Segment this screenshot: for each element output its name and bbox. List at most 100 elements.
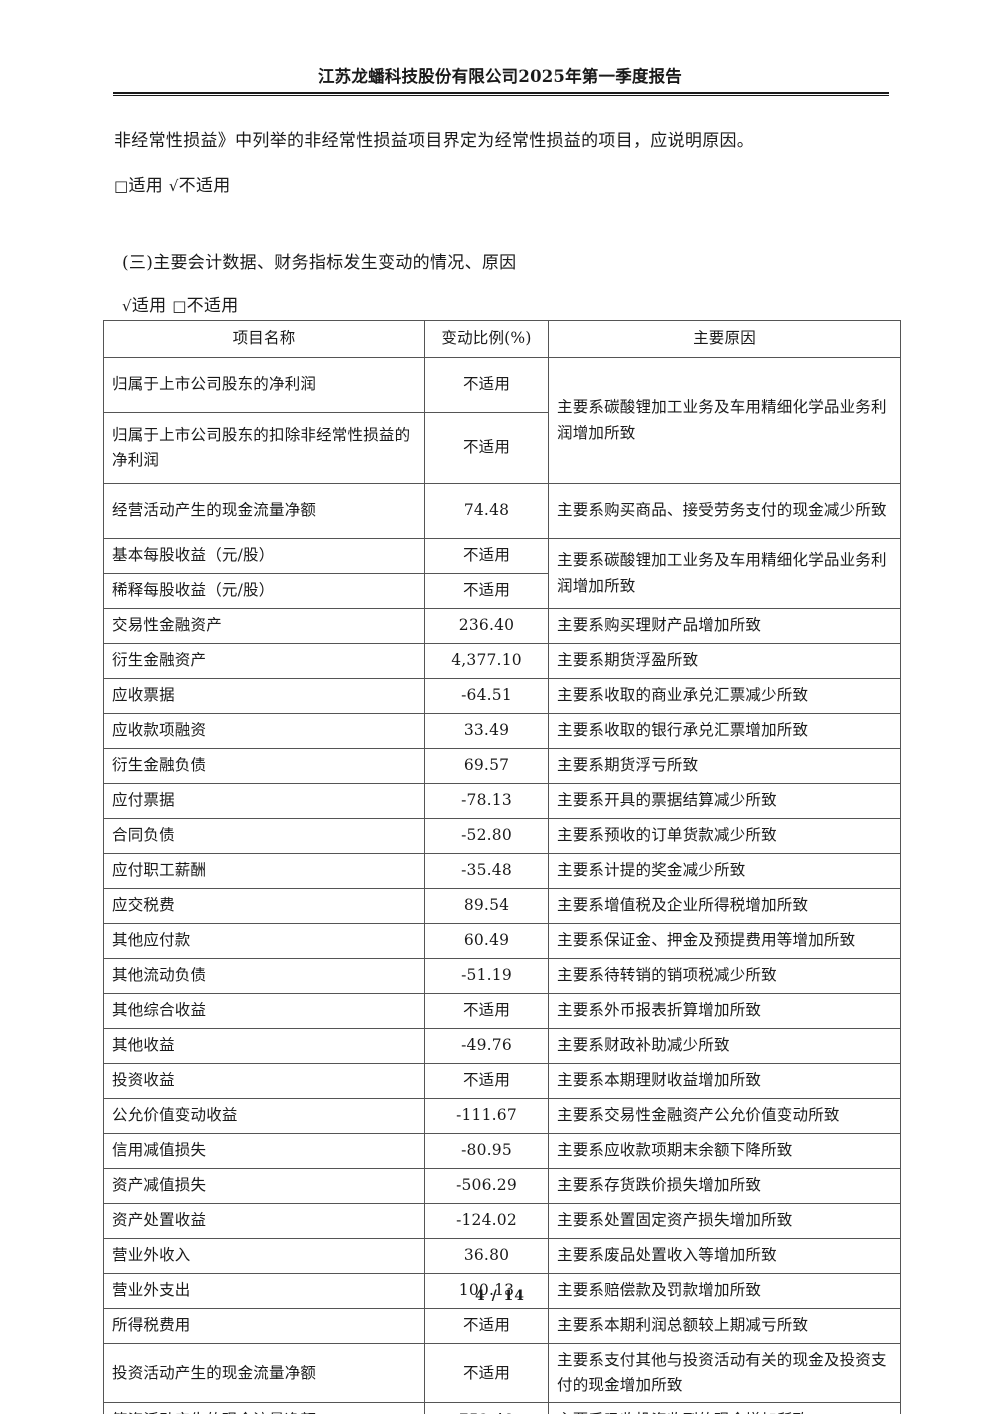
document-running-header: 江苏龙蟠科技股份有限公司2025年第一季度报告: [0, 66, 1000, 87]
table-row: 归属于上市公司股东的扣除非经常性损益的净利润 不适用: [103, 412, 901, 484]
cell-item-name: 营业外支出: [103, 1273, 425, 1309]
header-divider-rule: [113, 92, 889, 96]
cell-main-reason: 主要系外币报表折算增加所致: [548, 993, 901, 1029]
cell-main-reason: 主要系保证金、押金及预提费用等增加所致: [548, 923, 901, 959]
cell-change-percent: 不适用: [424, 573, 549, 609]
table-row: 应交税费 89.54 主要系增值税及企业所得税增加所致: [103, 888, 901, 924]
cell-main-reason: 主要系本期利润总额较上期减亏所致: [548, 1308, 901, 1344]
cell-main-reason: 主要系期货浮盈所致: [548, 643, 901, 679]
intro-paragraph: 非经常性损益》中列举的非经常性损益项目界定为经常性损益的项目，应说明原因。: [114, 131, 755, 151]
cell-item-name: 应付票据: [103, 783, 425, 819]
cell-main-reason: 主要系开具的票据结算减少所致: [548, 783, 901, 819]
table-header: 项目名称 变动比例(%) 主要原因: [103, 320, 901, 358]
cell-change-percent: 不适用: [424, 357, 549, 413]
cell-item-name: 投资收益: [103, 1063, 425, 1099]
cell-change-percent: 74.48: [424, 483, 549, 539]
cell-item-name: 信用减值损失: [103, 1133, 425, 1169]
cell-item-name: 稀释每股收益（元/股）: [103, 573, 425, 609]
cell-item-name: 应付职工薪酬: [103, 853, 425, 889]
cell-change-percent: -78.13: [424, 783, 549, 819]
table-row: 营业外支出 100.13 主要系赔偿款及罚款增加所致: [103, 1273, 901, 1309]
cell-change-percent: -35.48: [424, 853, 549, 889]
cell-item-name: 其他流动负债: [103, 958, 425, 994]
cell-item-name: 衍生金融资产: [103, 643, 425, 679]
cell-item-name: 营业外收入: [103, 1238, 425, 1274]
table-row: 基本每股收益（元/股） 不适用 主要系碳酸锂加工业务及车用精细化学品业务利润增加所致: [103, 538, 901, 609]
cell-main-reason: 主要系购买理财产品增加所致: [548, 608, 901, 644]
cell-item-name: 基本每股收益（元/股）: [103, 538, 425, 574]
cell-main-reason: 主要系本期理财收益增加所致: [548, 1063, 901, 1099]
cell-main-reason: 主要系购买商品、接受劳务支付的现金减少所致: [548, 483, 901, 539]
cell-change-percent: 33.49: [424, 713, 549, 749]
cell-item-name: 资产减值损失: [103, 1168, 425, 1204]
variance-table-container: 项目名称 变动比例(%) 主要原因 归属于上市公司股东的净利润 不适用 主要系碳酸锂…: [103, 320, 901, 1414]
column-header-reason: 主要原因: [548, 320, 901, 358]
table-row: 应收款项融资 33.49 主要系收取的银行承兑汇票增加所致: [103, 713, 901, 749]
cell-main-reason: 主要系碳酸锂加工业务及车用精细化学品业务利润增加所致: [548, 357, 901, 484]
cell-main-reason: 主要系应收款项期末余额下降所致: [548, 1133, 901, 1169]
table-row: 归属于上市公司股东的净利润 不适用 主要系碳酸锂加工业务及车用精细化学品业务利润增加…: [103, 357, 901, 484]
table-row: 投资活动产生的现金流量净额 不适用 主要系支付其他与投资活动有关的现金及投资支付的现…: [103, 1342, 901, 1404]
table-row: 稀释每股收益（元/股） 不适用: [103, 573, 901, 609]
cell-change-percent: -111.67: [424, 1098, 549, 1134]
table-row: 信用减值损失 -80.95 主要系应收款项期末余额下降所致: [103, 1133, 901, 1169]
cell-item-name: 投资活动产生的现金流量净额: [103, 1342, 425, 1404]
table-row: 资产处置收益 -124.02 主要系处置固定资产损失增加所致: [103, 1203, 901, 1239]
cell-item-name: 应收款项融资: [103, 713, 425, 749]
section-heading: (三)主要会计数据、财务指标发生变动的情况、原因: [122, 253, 517, 273]
table-header-row: 项目名称 变动比例(%) 主要原因: [103, 320, 901, 358]
empty-checkbox-icon[interactable]: □: [172, 297, 187, 315]
empty-checkbox-icon[interactable]: □: [114, 177, 129, 195]
column-header-change-pct: 变动比例(%): [424, 320, 549, 358]
report-title: 江苏龙蟠科技股份有限公司2025年第一季度报告: [317, 67, 683, 86]
cell-change-percent: 752.48: [424, 1402, 549, 1414]
cell-item-name: 应收票据: [103, 678, 425, 714]
applicable-label-1: 适用: [128, 176, 164, 196]
table-row: 交易性金融资产 236.40 主要系购买理财产品增加所致: [103, 608, 901, 644]
cell-main-reason: 主要系财政补助减少所致: [548, 1028, 901, 1064]
not-applicable-label-1: 不适用: [178, 176, 231, 196]
table-row: 应收票据 -64.51 主要系收取的商业承兑汇票减少所致: [103, 678, 901, 714]
table-row: 所得税费用 不适用 主要系本期利润总额较上期减亏所致: [103, 1308, 901, 1344]
cell-item-name: 其他综合收益: [103, 993, 425, 1029]
check-mark-icon[interactable]: √: [122, 297, 132, 315]
table-row: 经营活动产生的现金流量净额 74.48 主要系购买商品、接受劳务支付的现金减少所致: [103, 483, 901, 539]
check-mark-icon[interactable]: √: [168, 177, 179, 195]
cell-item-name: 合同负债: [103, 818, 425, 854]
table-row: 公允价值变动收益 -111.67 主要系交易性金融资产公允价值变动所致: [103, 1098, 901, 1134]
variance-table: 项目名称 变动比例(%) 主要原因 归属于上市公司股东的净利润 不适用 主要系碳酸锂…: [103, 320, 901, 1414]
cell-change-percent: 不适用: [424, 1308, 549, 1344]
cell-change-percent: 不适用: [424, 538, 549, 574]
cell-change-percent: 36.80: [424, 1238, 549, 1274]
cell-item-name: 应交税费: [103, 888, 425, 924]
table-row: 营业外收入 36.80 主要系废品处置收入等增加所致: [103, 1238, 901, 1274]
cell-main-reason: 主要系赔偿款及罚款增加所致: [548, 1273, 901, 1309]
cell-item-name: 归属于上市公司股东的净利润: [103, 357, 425, 413]
cell-item-name: 资产处置收益: [103, 1203, 425, 1239]
not-applicable-label-2: 不适用: [186, 296, 239, 316]
cell-main-reason: 主要系废品处置收入等增加所致: [548, 1238, 901, 1274]
table-row: 其他综合收益 不适用 主要系外币报表折算增加所致: [103, 993, 901, 1029]
table-row: 衍生金融资产 4,377.10 主要系期货浮盈所致: [103, 643, 901, 679]
cell-item-name: 所得税费用: [103, 1308, 425, 1344]
cell-change-percent: 60.49: [424, 923, 549, 959]
table-body: 归属于上市公司股东的净利润 不适用 主要系碳酸锂加工业务及车用精细化学品业务利润增加…: [103, 357, 901, 1414]
cell-main-reason: 主要系期货浮亏所致: [548, 748, 901, 784]
cell-item-name: 衍生金融负债: [103, 748, 425, 784]
cell-main-reason: 主要系待转销的销项税减少所致: [548, 958, 901, 994]
table-row: 应付职工薪酬 -35.48 主要系计提的奖金减少所致: [103, 853, 901, 889]
table-row: 其他收益 -49.76 主要系财政补助减少所致: [103, 1028, 901, 1064]
table-row: 其他应付款 60.49 主要系保证金、押金及预提费用等增加所致: [103, 923, 901, 959]
table-row: 投资收益 不适用 主要系本期理财收益增加所致: [103, 1063, 901, 1099]
cell-main-reason: 主要系交易性金融资产公允价值变动所致: [548, 1098, 901, 1134]
table-row: 合同负债 -52.80 主要系预收的订单货款减少所致: [103, 818, 901, 854]
cell-change-percent: 不适用: [424, 993, 549, 1029]
cell-change-percent: -80.95: [424, 1133, 549, 1169]
table-row: 资产减值损失 -506.29 主要系存货跌价损失增加所致: [103, 1168, 901, 1204]
cell-main-reason: 主要系处置固定资产损失增加所致: [548, 1203, 901, 1239]
table-row: 其他流动负债 -51.19 主要系待转销的销项税减少所致: [103, 958, 901, 994]
cell-item-name: 交易性金融资产: [103, 608, 425, 644]
cell-main-reason: 主要系收取的商业承兑汇票减少所致: [548, 678, 901, 714]
cell-change-percent: -124.02: [424, 1203, 549, 1239]
